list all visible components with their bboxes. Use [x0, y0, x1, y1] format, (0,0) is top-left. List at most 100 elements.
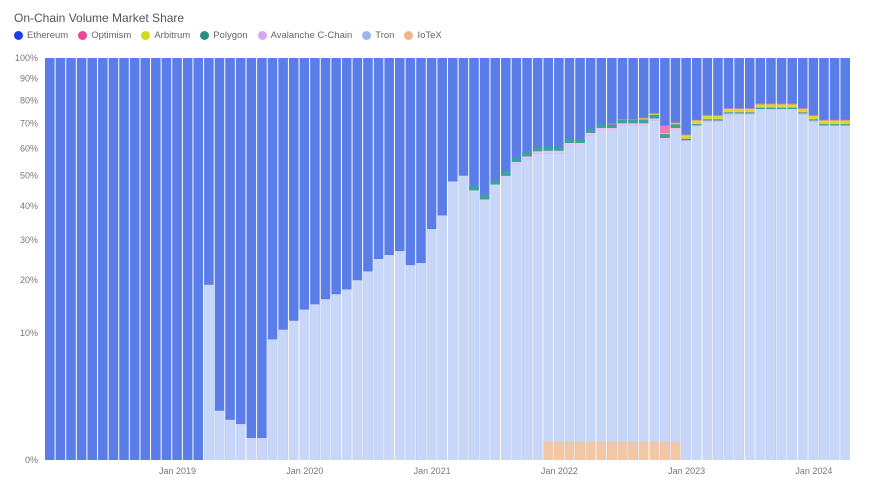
bar-tron: [702, 121, 713, 461]
bar-tron: [596, 130, 607, 443]
bar-polygon: [501, 171, 511, 176]
legend-label: Arbitrum: [154, 30, 191, 41]
bar-ethereum: [320, 58, 331, 460]
bar-ethereum: [267, 58, 278, 460]
bar-tron: [416, 263, 426, 460]
bar-tron: [628, 125, 638, 443]
bar-arbitrum: [840, 120, 850, 125]
bar-tron: [713, 121, 723, 461]
legend-item[interactable]: Avalanche C-Chain: [257, 30, 352, 41]
bar-avalanche-c-chain: [713, 120, 723, 122]
legend-item[interactable]: Ethereum: [14, 30, 68, 41]
bar-polygon: [670, 124, 681, 129]
bar-avalanche-c-chain: [681, 140, 691, 141]
bar-tron: [490, 184, 501, 460]
legend-item[interactable]: Polygon: [200, 30, 248, 41]
legend-label: Optimism: [91, 30, 132, 41]
bar-optimism: [670, 122, 681, 124]
bar-avalanche-c-chain: [670, 128, 681, 131]
bar-tron: [246, 437, 257, 460]
bar-avalanche-c-chain: [776, 108, 787, 110]
bar-tron: [829, 126, 840, 460]
bar-tron: [363, 271, 373, 460]
bar-tron: [214, 410, 225, 460]
bar-avalanche-c-chain: [532, 151, 543, 154]
bar-avalanche-c-chain: [585, 132, 596, 136]
y-tick-label: 90%: [20, 74, 38, 84]
bar-avalanche-c-chain: [543, 150, 554, 154]
bar-avalanche-c-chain: [797, 113, 808, 115]
bar-arbitrum: [638, 118, 649, 120]
bar-tron: [819, 126, 829, 460]
bar-polygon: [554, 146, 564, 151]
x-tick-label: Jan 2024: [795, 466, 832, 476]
bar-ethereum: [204, 58, 214, 460]
bar-ethereum: [331, 58, 341, 460]
bar-iotex: [585, 442, 596, 460]
bar-polygon: [490, 180, 501, 185]
bar-tron: [808, 121, 819, 461]
bar-polygon: [776, 107, 787, 109]
bar-arbitrum: [723, 108, 734, 113]
x-tick-label: Jan 2021: [414, 466, 451, 476]
legend-item[interactable]: Optimism: [78, 30, 131, 41]
legend-item[interactable]: IoTeX: [404, 30, 442, 41]
bar-ethereum: [405, 58, 416, 460]
bar-avalanche-c-chain: [617, 123, 628, 126]
legend-item[interactable]: Tron: [362, 30, 394, 41]
legend-dot-icon: [257, 31, 267, 40]
bar-polygon: [585, 129, 596, 133]
bar-polygon: [532, 147, 543, 152]
bar-polygon: [596, 124, 607, 129]
bar-ethereum: [55, 58, 66, 460]
bar-iotex: [649, 442, 660, 460]
bar-iotex: [617, 442, 628, 460]
bar-tron: [744, 114, 755, 460]
bar-ethereum: [225, 58, 235, 460]
legend-item[interactable]: Arbitrum: [141, 30, 190, 41]
bar-avalanche-c-chain: [628, 123, 638, 126]
bar-iotex: [660, 442, 670, 460]
bar-polygon: [840, 124, 850, 126]
bar-avalanche-c-chain: [511, 161, 522, 165]
bar-optimism: [744, 108, 755, 109]
bar-tron: [331, 294, 341, 460]
bar-arbitrum: [670, 123, 681, 125]
bar-polygon: [575, 139, 585, 143]
bar-optimism: [808, 115, 819, 116]
bar-ethereum: [235, 58, 246, 460]
bar-avalanche-c-chain: [575, 142, 585, 146]
bar-optimism: [819, 119, 829, 121]
bar-tron: [341, 289, 352, 460]
bar-tron: [575, 145, 585, 443]
bar-avalanche-c-chain: [691, 125, 702, 127]
bar-optimism: [755, 103, 766, 105]
bar-ethereum: [193, 58, 204, 460]
bar-polygon: [469, 185, 479, 191]
bar-arbitrum: [660, 132, 670, 135]
bar-tron: [373, 259, 384, 460]
bar-polygon: [628, 119, 638, 124]
y-tick-label: 0%: [25, 455, 38, 465]
legend-dot-icon: [14, 31, 23, 40]
bar-tron: [437, 215, 447, 460]
bar-ethereum: [416, 58, 426, 460]
bar-arbitrum: [649, 113, 660, 115]
bar-iotex: [575, 442, 585, 460]
x-tick-label: Jan 2020: [286, 466, 323, 476]
bar-optimism: [787, 103, 797, 105]
bar-ethereum: [108, 58, 119, 460]
bar-avalanche-c-chain: [564, 142, 575, 146]
bar-optimism: [776, 103, 787, 105]
y-tick-label: 80%: [20, 95, 38, 105]
bar-tron: [755, 109, 766, 460]
bar-avalanche-c-chain: [554, 150, 564, 154]
legend-dot-icon: [404, 31, 414, 40]
bar-avalanche-c-chain: [596, 128, 607, 131]
bar-polygon: [744, 112, 755, 114]
bar-tron: [543, 153, 554, 443]
bar-ethereum: [151, 58, 161, 460]
bar-tron: [522, 159, 532, 460]
bar-ethereum: [140, 58, 151, 460]
legend-label: Ethereum: [27, 30, 69, 41]
